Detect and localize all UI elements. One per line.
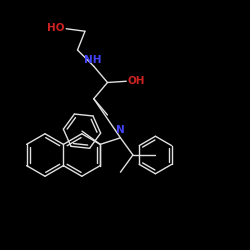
Text: HO: HO: [48, 22, 65, 32]
Text: N: N: [116, 125, 125, 135]
Text: OH: OH: [128, 76, 145, 86]
Text: NH: NH: [84, 55, 101, 65]
